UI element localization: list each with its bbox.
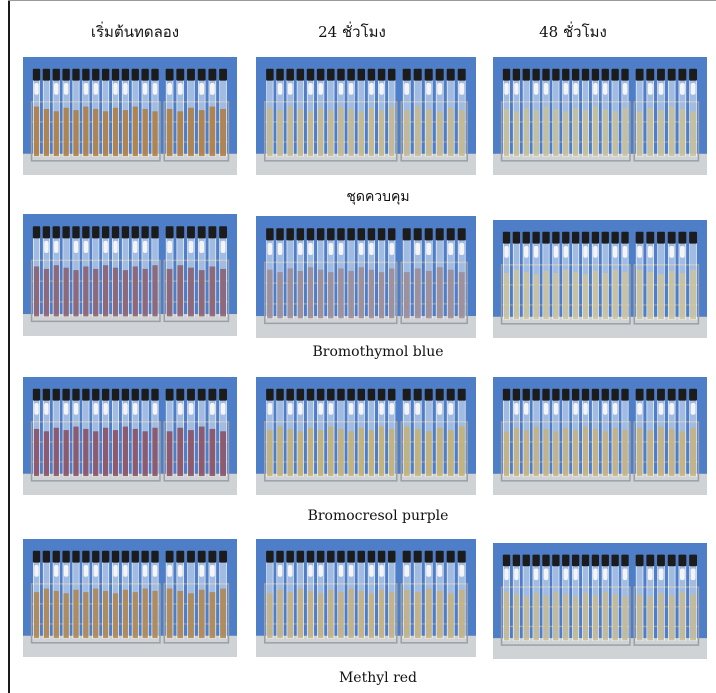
column-header-48h: 48 ชั่วโมง xyxy=(539,23,607,41)
photo-bromothymol-start xyxy=(23,214,237,336)
column-header-24h: 24 ชั่วโมง xyxy=(318,23,386,41)
photo-control-48h xyxy=(493,57,707,175)
photo-methylred-48h xyxy=(493,543,707,659)
photo-bromocresol-24h xyxy=(256,377,476,495)
photo-methylred-start xyxy=(23,539,237,657)
test-tube-rack-illustration xyxy=(23,57,237,175)
row-label-methyl-red: Methyl red xyxy=(338,670,418,686)
test-tube-rack-illustration xyxy=(493,377,707,495)
top-border-line xyxy=(8,0,716,1)
photo-methylred-24h xyxy=(256,539,476,657)
test-tube-rack-illustration xyxy=(493,57,707,175)
column-header-start: เริ่มต้นทดลอง xyxy=(90,23,180,41)
left-border-line xyxy=(8,0,10,693)
test-tube-rack-illustration xyxy=(493,220,707,338)
test-tube-rack-illustration xyxy=(256,539,476,657)
test-tube-rack-illustration xyxy=(256,57,476,175)
test-tube-rack-illustration xyxy=(256,377,476,495)
photo-control-start xyxy=(23,57,237,175)
row-label-bromothymol-blue: Bromothymol blue xyxy=(312,344,444,360)
row-label-bromocresol-purple: Bromocresol purple xyxy=(307,508,449,524)
photo-bromothymol-48h xyxy=(493,220,707,338)
photo-bromocresol-start xyxy=(23,377,237,495)
photo-bromocresol-48h xyxy=(493,377,707,495)
test-tube-rack-illustration xyxy=(256,216,476,338)
test-tube-rack-illustration xyxy=(493,543,707,659)
test-tube-rack-illustration xyxy=(23,377,237,495)
photo-control-24h xyxy=(256,57,476,175)
photo-bromothymol-24h xyxy=(256,216,476,338)
test-tube-rack-illustration xyxy=(23,214,237,336)
row-label-control: ชุดควบคุม xyxy=(346,189,410,205)
test-tube-rack-illustration xyxy=(23,539,237,657)
